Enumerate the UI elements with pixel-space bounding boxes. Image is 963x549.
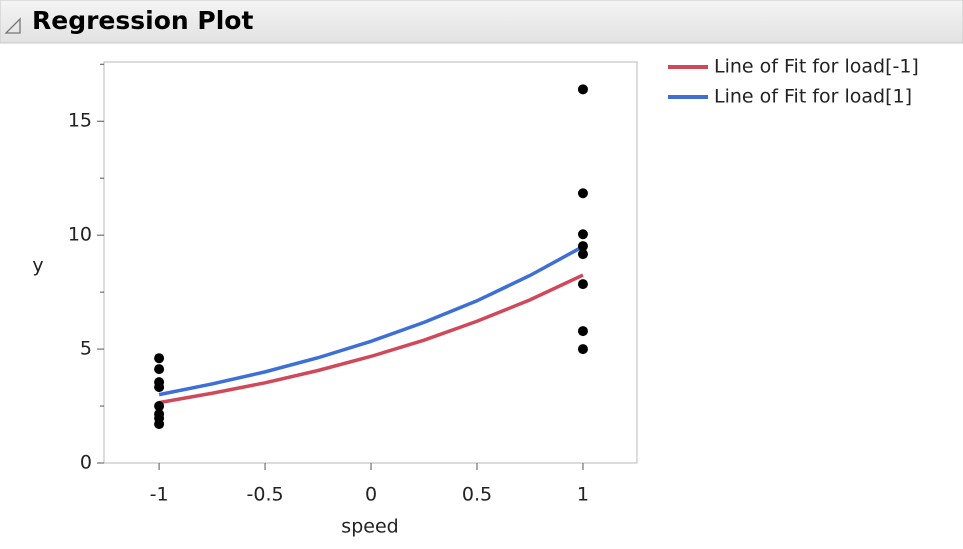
data-point <box>577 279 588 290</box>
y-axis-label: y <box>32 255 43 277</box>
x-tick-label: -0.5 <box>247 484 284 506</box>
x-tick-label: 0 <box>365 484 377 506</box>
y-tick-label: 5 <box>80 338 92 360</box>
data-point <box>577 326 588 337</box>
y-tick-label: 15 <box>68 110 92 132</box>
y-tick-label: 0 <box>80 452 92 474</box>
data-point <box>154 401 165 412</box>
x-tick-label: -1 <box>150 484 169 506</box>
data-point <box>577 84 588 95</box>
header-title: Regression Plot <box>32 6 253 35</box>
x-axis-label: speed <box>341 516 398 538</box>
header-bar <box>0 0 963 44</box>
legend-label: Line of Fit for load[-1] <box>714 56 919 78</box>
data-point <box>577 249 588 260</box>
data-point <box>577 344 588 355</box>
legend-label: Line of Fit for load[1] <box>714 86 912 108</box>
data-point <box>577 188 588 199</box>
data-point <box>154 364 165 375</box>
data-point <box>154 419 165 430</box>
collapse-toggle[interactable] <box>4 17 21 34</box>
x-tick-label: 1 <box>577 484 589 506</box>
x-tick-label: 0.5 <box>462 484 492 506</box>
data-point <box>577 229 588 240</box>
data-point <box>154 382 165 393</box>
data-point <box>577 241 588 252</box>
fit-line <box>158 245 584 397</box>
data-point <box>154 353 165 364</box>
y-tick-label: 10 <box>68 224 92 246</box>
fit-line <box>158 273 584 405</box>
